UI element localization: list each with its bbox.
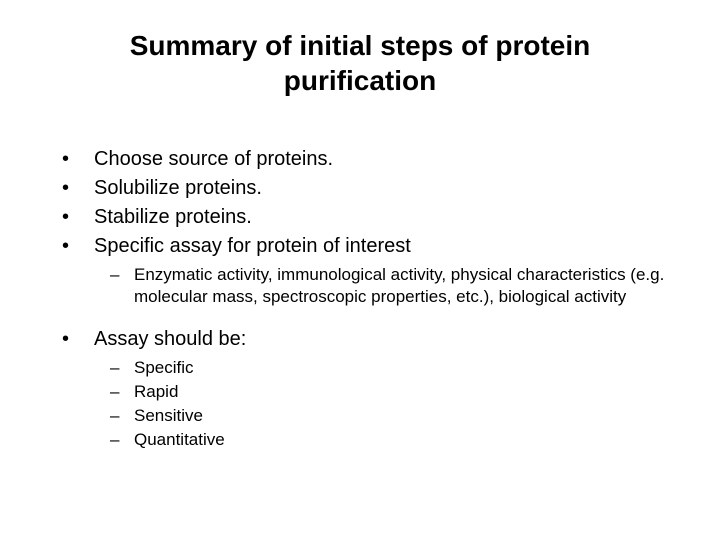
slide-title: Summary of initial steps of protein puri…	[48, 28, 672, 98]
bullet-l2-text: Specific	[134, 358, 194, 377]
bullet-list: Choose source of proteins. Solubilize pro…	[48, 146, 672, 452]
bullet-l1-text: Assay should be:	[94, 328, 246, 350]
bullet-l2: Sensitive	[94, 405, 672, 427]
bullet-l1-text: Specific assay for protein of interest	[94, 235, 411, 257]
bullet-l1: Stabilize proteins.	[48, 204, 672, 231]
bullet-l2-text: Rapid	[134, 382, 178, 401]
bullet-l1: Solubilize proteins.	[48, 175, 672, 202]
bullet-l1-text: Stabilize proteins.	[94, 206, 252, 228]
bullet-l1: Specific assay for protein of interest En…	[48, 233, 672, 308]
bullet-l2-text: Enzymatic activity, immunological activi…	[134, 265, 664, 306]
bullet-l2-text: Sensitive	[134, 406, 203, 425]
bullet-sublist: Enzymatic activity, immunological activi…	[94, 264, 672, 308]
bullet-l1: Assay should be: Specific Rapid Sensitive Qu…	[48, 326, 672, 451]
bullet-l2-text: Quantitative	[134, 430, 225, 449]
bullet-l1: Choose source of proteins.	[48, 146, 672, 173]
bullet-sublist: Specific Rapid Sensitive Quantitative	[94, 357, 672, 451]
bullet-l1-text: Solubilize proteins.	[94, 177, 262, 199]
bullet-l2: Enzymatic activity, immunological activi…	[94, 264, 672, 308]
bullet-l2: Quantitative	[94, 429, 672, 451]
bullet-l2: Rapid	[94, 381, 672, 403]
bullet-l2: Specific	[94, 357, 672, 379]
bullet-l1-text: Choose source of proteins.	[94, 148, 333, 170]
